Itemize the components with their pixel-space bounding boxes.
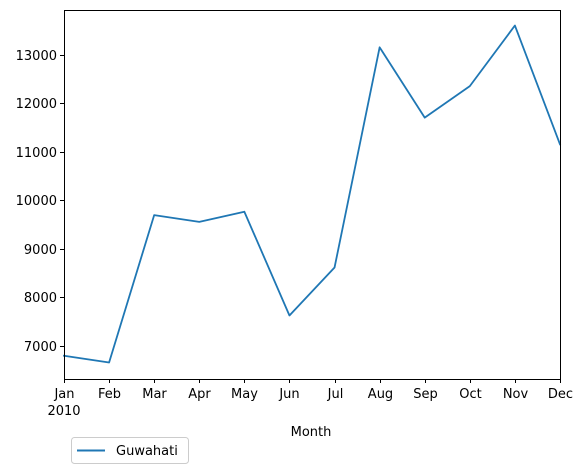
y-tick-label: 13000 bbox=[16, 49, 57, 64]
x-tick-label: Aug bbox=[368, 387, 393, 402]
legend-entry-label: Guwahati bbox=[116, 444, 178, 459]
data-point bbox=[379, 46, 381, 48]
data-point bbox=[108, 362, 110, 364]
x-axis-ticks: Jan Feb Mar Apr May Jun Jul Aug Sep Oct Nov Dec 2010 bbox=[47, 379, 573, 419]
data-point bbox=[243, 211, 245, 213]
y-axis-ticks: 7000 8000 9000 10000 11000 12000 13000 bbox=[16, 49, 64, 355]
y-tick-label: 12000 bbox=[16, 97, 57, 112]
y-tick-label: 8000 bbox=[24, 291, 57, 306]
x-tick-label: Mar bbox=[142, 387, 167, 402]
y-tick-label: 7000 bbox=[24, 340, 57, 355]
x-tick-label: Nov bbox=[503, 387, 529, 402]
x-tick-label: Jan bbox=[53, 387, 74, 402]
y-tick-label: 10000 bbox=[16, 194, 57, 209]
x-tick-label: Feb bbox=[98, 387, 121, 402]
data-point bbox=[514, 25, 516, 27]
series-layer bbox=[62, 24, 562, 364]
data-point bbox=[153, 214, 155, 216]
data-point bbox=[198, 221, 200, 223]
x-tick-label: Dec bbox=[548, 387, 573, 402]
x-tick-label: Jun bbox=[278, 387, 299, 402]
x-tick-label: Oct bbox=[459, 387, 481, 402]
y-tick-label: 9000 bbox=[24, 243, 57, 258]
x-tick-label: May bbox=[231, 387, 258, 402]
data-point bbox=[288, 314, 290, 316]
x-tick-year-label: 2010 bbox=[47, 404, 80, 419]
data-point bbox=[424, 117, 426, 119]
x-tick-label: Jul bbox=[327, 387, 344, 402]
series-line bbox=[62, 24, 562, 364]
legend: Guwahati bbox=[71, 437, 189, 464]
x-tick-label: Apr bbox=[188, 387, 211, 402]
x-axis-title: Month bbox=[291, 425, 332, 440]
data-point bbox=[334, 266, 336, 268]
y-tick-label: 11000 bbox=[16, 146, 57, 161]
data-point bbox=[469, 85, 471, 87]
legend-box bbox=[71, 437, 189, 464]
plot-frame bbox=[64, 10, 561, 380]
x-tick-label: Sep bbox=[413, 387, 438, 402]
